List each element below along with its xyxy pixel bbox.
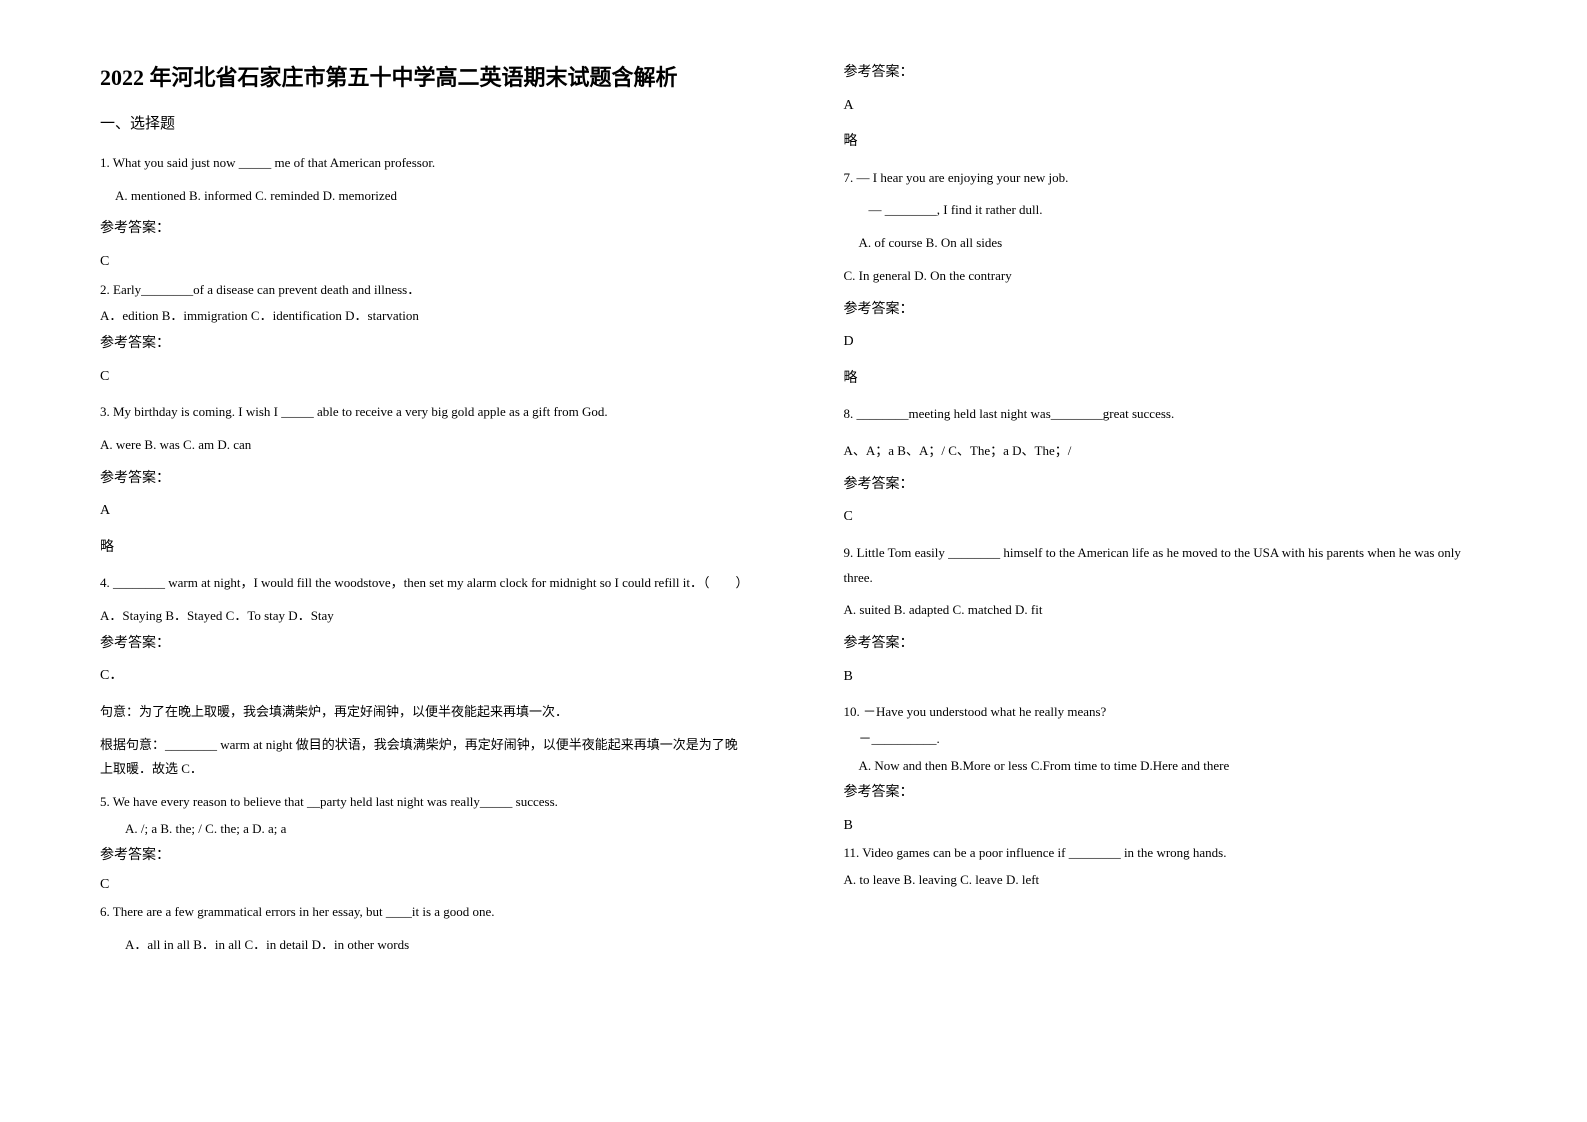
q10-answer: B (844, 813, 1488, 840)
q6-options: A．all in all B．in all C．in detail D．in o… (100, 933, 744, 958)
q10-text: 10. －Have you understood what he really … (844, 700, 1488, 725)
q3-options: A. were B. was C. am D. can (100, 433, 744, 458)
q5-answer-label: 参考答案： (100, 843, 744, 870)
section-header: 一、选择题 (100, 112, 744, 133)
q6-answer-label: 参考答案： (844, 60, 1488, 87)
q7-opt1: A. of course B. On all sides (844, 231, 1488, 256)
q10-answer-label: 参考答案： (844, 780, 1488, 807)
q8-answer: C (844, 504, 1488, 531)
left-column: 2022 年河北省石家庄市第五十中学高二英语期末试题含解析 一、选择题 1. W… (0, 0, 794, 1122)
right-column: 参考答案： A 略 7. — I hear you are enjoying y… (794, 0, 1587, 1122)
q7-answer: D (844, 329, 1488, 356)
q4-options: A．Staying B．Stayed C．To stay D．Stay (100, 604, 744, 629)
q2-text: 2. Early________of a disease can prevent… (100, 278, 744, 303)
q9-answer-label: 参考答案： (844, 631, 1488, 658)
q8-text: 8. ________meeting held last night was__… (844, 402, 1488, 427)
q6-answer: A (844, 93, 1488, 120)
q1-options: A. mentioned B. informed C. reminded D. … (100, 184, 744, 209)
q1-answer: C (100, 249, 744, 276)
q5-text: 5. We have every reason to believe that … (100, 790, 744, 815)
q7-note: 略 (844, 366, 1488, 393)
q6-note: 略 (844, 129, 1488, 156)
q4-exp2: 根据句意：________ warm at night 做目的状语，我会填满柴炉… (100, 733, 744, 782)
q9-options: A. suited B. adapted C. matched D. fit (844, 598, 1488, 623)
q2-answer-label: 参考答案： (100, 331, 744, 358)
q9-text: 9. Little Tom easily ________ himself to… (844, 541, 1488, 590)
q9-answer: B (844, 664, 1488, 691)
q4-answer: C． (100, 663, 744, 690)
q3-answer-label: 参考答案： (100, 466, 744, 493)
q3-text: 3. My birthday is coming. I wish I _____… (100, 400, 744, 425)
q3-note: 略 (100, 535, 744, 562)
page-title: 2022 年河北省石家庄市第五十中学高二英语期末试题含解析 (100, 60, 744, 92)
q5-answer: C (100, 872, 744, 899)
q6-text: 6. There are a few grammatical errors in… (100, 900, 744, 925)
q4-answer-label: 参考答案： (100, 631, 744, 658)
q11-options: A. to leave B. leaving C. leave D. left (844, 868, 1488, 893)
q8-options: A、A；a B、A；/ C、The；a D、The；/ (844, 439, 1488, 464)
q1-answer-label: 参考答案： (100, 216, 744, 243)
q4-text: 4. ________ warm at night，I would fill t… (100, 571, 744, 596)
q7-text: 7. — I hear you are enjoying your new jo… (844, 166, 1488, 191)
q1-text: 1. What you said just now _____ me of th… (100, 151, 744, 176)
q10-options: A. Now and then B.More or less C.From ti… (844, 754, 1488, 779)
q2-options: A．edition B．immigration C．identification… (100, 304, 744, 329)
q4-exp1: 句意：为了在晚上取暖，我会填满柴炉，再定好闹钟，以便半夜能起来再填一次． (100, 700, 744, 725)
q2-answer: C (100, 364, 744, 391)
q7-opt2: C. In general D. On the contrary (844, 264, 1488, 289)
q11-text: 11. Video games can be a poor influence … (844, 841, 1488, 866)
q8-answer-label: 参考答案： (844, 472, 1488, 499)
q5-options: A. /; a B. the; / C. the; a D. a; a (100, 817, 744, 842)
q7-answer-label: 参考答案： (844, 297, 1488, 324)
q7-line2: — ________, I find it rather dull. (844, 198, 1488, 223)
q10-line2: －__________. (844, 727, 1488, 752)
q3-answer: A (100, 498, 744, 525)
